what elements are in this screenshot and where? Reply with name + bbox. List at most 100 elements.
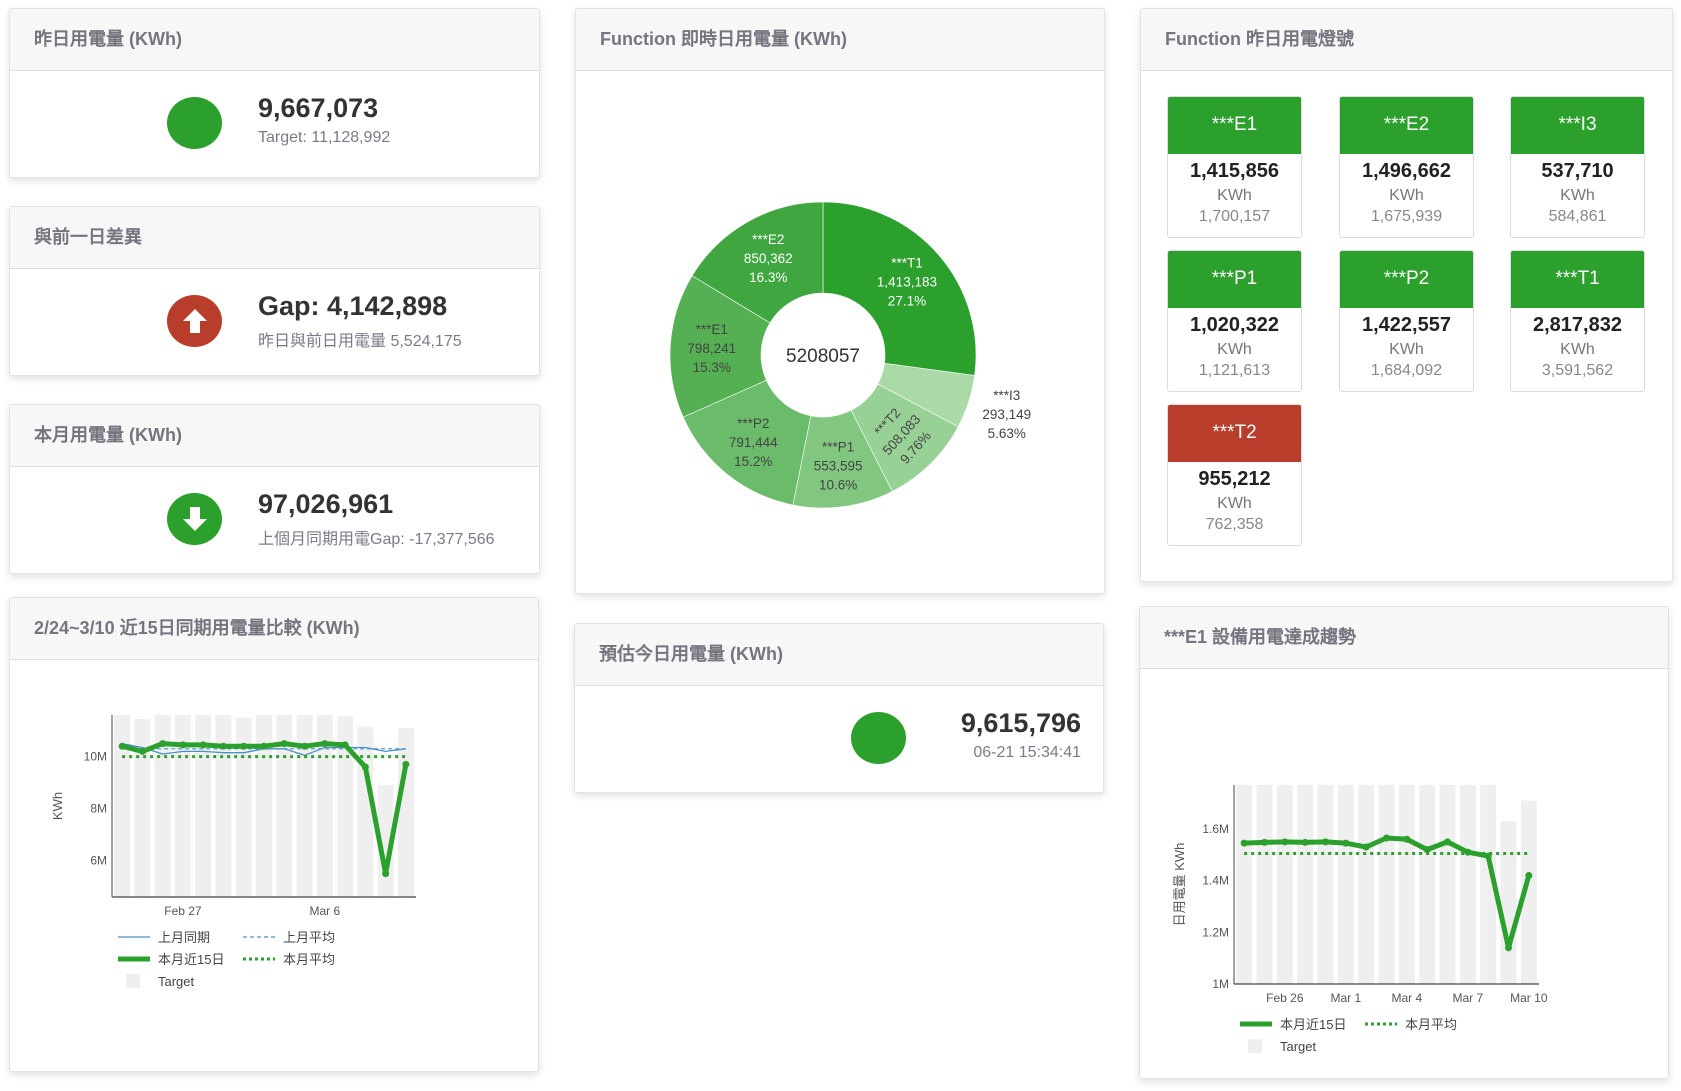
data-point <box>382 870 390 878</box>
data-point <box>1301 838 1309 846</box>
status-light-icon <box>851 712 906 764</box>
legend-label: 本月近15日 <box>158 952 224 967</box>
function-donut-card: Function 即時日用電量 (KWh) ***T1 1,413,183 27.1… <box>575 8 1105 594</box>
target-bar <box>1378 785 1395 984</box>
target-bar <box>377 785 394 897</box>
slice-value: 798,241 <box>687 341 736 356</box>
light-target: 584,861 <box>1548 208 1607 225</box>
data-point <box>341 741 349 749</box>
legend-item: 本月平均 <box>1365 1017 1457 1032</box>
y-tick-label: 1.4M <box>1202 874 1229 888</box>
light-tile[interactable]: ***T1 2,817,832 KWh 3,591,562 <box>1510 250 1645 392</box>
card-title: 本月用電量 (KWh) <box>10 405 539 467</box>
slice-percent: 5.63% <box>988 426 1026 441</box>
data-point <box>1322 838 1329 846</box>
target-bar <box>1459 785 1476 984</box>
target-bar <box>397 728 414 897</box>
month-value: 97,026,961 <box>258 489 394 519</box>
data-point <box>219 742 227 750</box>
donut-label: ***E2 850,362 16.3% <box>744 232 793 285</box>
slice-value: 553,595 <box>814 458 863 473</box>
light-tile[interactable]: ***E1 1,415,856 KWh 1,700,157 <box>1167 96 1302 238</box>
data-point <box>199 741 207 749</box>
data-point <box>1423 846 1431 854</box>
data-point <box>179 741 187 749</box>
light-target: 1,675,939 <box>1370 208 1443 225</box>
x-tick-label: Mar 10 <box>1510 991 1548 1005</box>
function-donut-chart[interactable]: ***T1 1,413,183 27.1% ***I3 293,149 5.63% ***T… <box>576 71 1104 593</box>
card-title: 2/24~3/10 近15日同期用電量比較 (KWh) <box>10 598 538 660</box>
y-tick-label: 1.6M <box>1202 822 1229 836</box>
light-tile[interactable]: ***E2 1,496,662 KWh 1,675,939 <box>1339 96 1474 238</box>
estimate-card: 預估今日用電量 (KWh) 9,615,796 06-21 15:34:41 <box>574 623 1104 793</box>
light-name: ***T1 <box>1511 251 1644 308</box>
target-bar <box>256 715 272 897</box>
light-target: 1,700,157 <box>1198 208 1271 225</box>
target-bar <box>1419 785 1436 984</box>
data-point <box>280 740 288 748</box>
target-bar <box>114 715 131 897</box>
data-point <box>1281 838 1289 846</box>
data-point <box>1342 839 1350 847</box>
legend-item: 上月平均 <box>243 930 335 945</box>
light-tile[interactable]: ***P1 1,020,322 KWh 1,121,613 <box>1167 250 1302 392</box>
card-title: 昨日用電量 (KWh) <box>10 9 539 71</box>
target-bar <box>195 715 212 897</box>
donut-label: ***I3 293,149 5.63% <box>982 388 1031 441</box>
y-tick-label: 8M <box>90 802 107 816</box>
data-point <box>361 763 369 771</box>
legend-item: 上月同期 <box>118 930 210 945</box>
target-bar <box>235 717 252 897</box>
data-point <box>1444 838 1451 846</box>
light-tile[interactable]: ***P2 1,422,557 KWh 1,684,092 <box>1339 250 1474 392</box>
light-name: ***T2 <box>1168 405 1301 462</box>
target-bar <box>296 715 313 897</box>
data-point <box>260 742 268 750</box>
legend-label: 本月近15日 <box>1280 1017 1346 1032</box>
slice-value: 293,149 <box>982 407 1031 422</box>
arrow-up-icon <box>167 295 222 347</box>
light-tile[interactable]: ***I3 537,710 KWh 584,861 <box>1510 96 1645 238</box>
data-point <box>1362 843 1370 851</box>
target-bar <box>316 715 333 897</box>
light-name: ***E1 <box>1168 97 1301 154</box>
card-title: ***E1 設備用電達成趨勢 <box>1140 607 1668 669</box>
legend-label: Target <box>158 974 195 989</box>
data-point <box>1525 871 1533 879</box>
light-target: 1,684,092 <box>1370 362 1443 379</box>
data-point <box>240 742 248 750</box>
gap-value: Gap: 4,142,898 <box>258 291 448 321</box>
function-lights-card: Function 昨日用電燈號 ***E1 1,415,856 KWh 1,70… <box>1140 8 1673 582</box>
light-name: ***E2 <box>1340 97 1473 154</box>
yesterday-value: 9,667,073 <box>258 93 379 123</box>
x-tick-label: Mar 1 <box>1330 991 1361 1005</box>
target-bar <box>1337 785 1354 984</box>
arrow-down-icon <box>167 493 222 545</box>
light-name: ***I3 <box>1511 97 1644 154</box>
e1-trend-chart[interactable]: 1M 1.2M 1.4M 1.6M Feb 26 Mar 1 Mar 4 Mar 7 Mar 1… <box>1140 669 1668 1078</box>
light-unit: KWh <box>1389 341 1424 358</box>
target-bar <box>1317 785 1334 984</box>
y-tick-label: 1.2M <box>1202 925 1229 939</box>
target-bar <box>134 718 151 897</box>
slice-value: 1,413,183 <box>877 275 937 290</box>
target-bar <box>1236 785 1253 984</box>
card-title: 預估今日用電量 (KWh) <box>575 624 1103 686</box>
light-value: 537,710 <box>1541 160 1614 182</box>
gap-sub: 昨日與前日用電量 5,524,175 <box>258 333 462 350</box>
light-unit: KWh <box>1389 187 1424 204</box>
y-tick-label: 1M <box>1212 977 1229 991</box>
slice-percent: 15.3% <box>693 360 731 375</box>
legend-item: Target <box>1248 1039 1317 1054</box>
data-point <box>118 742 126 750</box>
light-tile[interactable]: ***T2 955,212 KWh 762,358 <box>1167 404 1302 546</box>
light-target: 762,358 <box>1205 516 1264 533</box>
legend-label: 上月平均 <box>283 930 335 945</box>
target-bar <box>1358 785 1375 984</box>
slice-label: ***E1 <box>696 322 728 337</box>
target-bar <box>1500 821 1517 984</box>
light-unit: KWh <box>1217 341 1252 358</box>
target-bar <box>1276 785 1293 984</box>
estimate-value: 9,615,796 <box>960 708 1081 738</box>
